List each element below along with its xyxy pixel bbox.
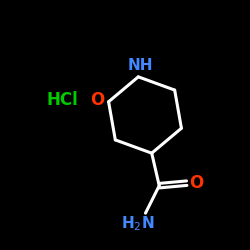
Text: HCl: HCl [46,91,78,109]
Text: O: O [90,92,104,110]
Text: O: O [189,174,203,192]
Text: NH: NH [128,58,154,73]
Text: H$_2$N: H$_2$N [121,214,155,233]
